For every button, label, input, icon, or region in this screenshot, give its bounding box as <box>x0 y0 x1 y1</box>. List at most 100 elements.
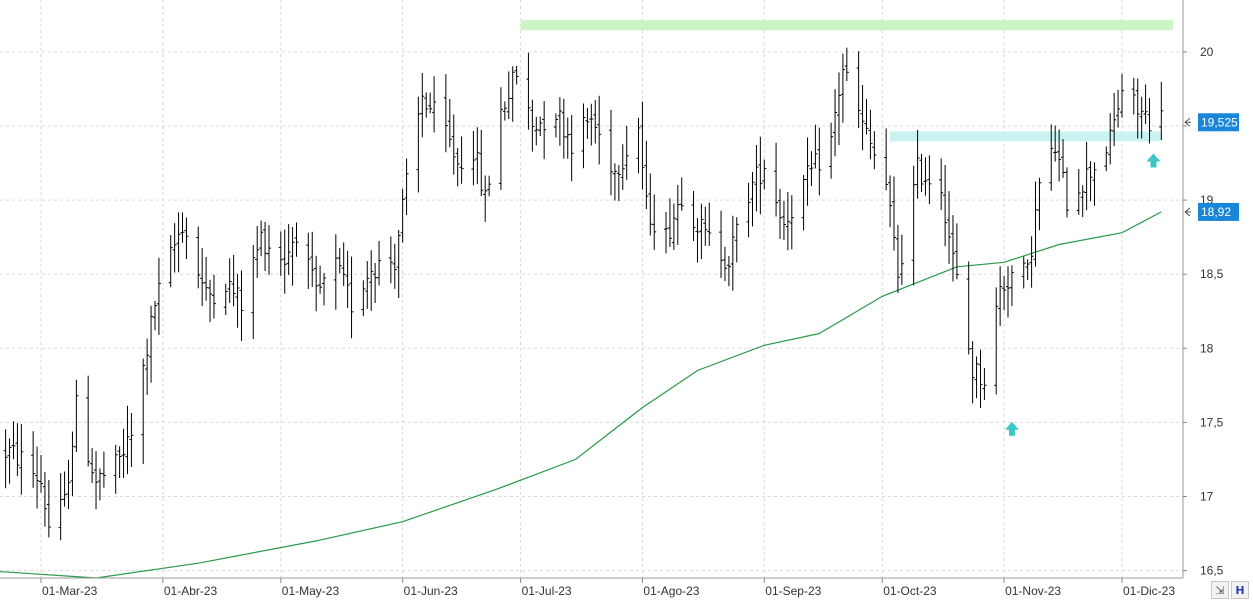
ohlc-bar <box>1104 146 1109 172</box>
ohlc-bar <box>208 279 213 323</box>
ohlc-bar <box>1135 78 1140 139</box>
moving-average <box>0 211 1162 579</box>
ohlc-bar <box>652 194 657 250</box>
ohlc-bar <box>322 272 327 306</box>
ohlc-bar <box>227 258 232 303</box>
ohlc-bar <box>506 71 511 120</box>
y-tick-label: 18 <box>1200 341 1214 355</box>
ohlc-bar <box>534 116 539 146</box>
ohlc-bar <box>117 446 122 479</box>
ohlc-bar <box>471 130 476 186</box>
ohlc-bar <box>542 101 547 160</box>
ohlc-bar <box>278 231 283 276</box>
ohlc-bar <box>211 274 216 319</box>
ohlc-bar <box>695 218 700 263</box>
ohlc-bar <box>1053 125 1058 162</box>
ohlc-bar <box>94 451 99 510</box>
ohlc-bar <box>475 127 480 185</box>
ohlc-bar <box>895 224 900 293</box>
ohlc-bar <box>589 103 594 146</box>
ohlc-bar <box>263 221 268 271</box>
ohlc-bar <box>152 300 157 331</box>
ohlc-bar <box>726 255 731 287</box>
resistance-zone <box>520 20 1174 31</box>
ohlc-bar <box>691 190 696 242</box>
ohlc-bar <box>829 122 834 179</box>
ohlc-bar <box>557 97 562 146</box>
ohlc-bar <box>616 165 621 202</box>
ohlc-bar <box>176 212 181 273</box>
ohlc-bar <box>809 151 814 187</box>
ohlc-bar <box>581 103 586 169</box>
ohlc-bar <box>125 405 130 475</box>
y-tick-label: 18,5 <box>1200 267 1224 281</box>
ohlc-bar <box>915 129 920 199</box>
ohlc-bar <box>675 184 680 245</box>
ohlc-bar <box>396 229 401 299</box>
x-grid <box>40 0 1123 583</box>
ohlc-bar <box>314 255 319 312</box>
ohlc-bar <box>762 159 767 190</box>
ohlc-bar <box>487 175 492 197</box>
ohlc-bar <box>168 234 173 288</box>
ohlc-bar <box>994 287 999 395</box>
ohlc-bar <box>31 431 36 488</box>
ohlc-bar <box>774 142 779 217</box>
ohlc-bar <box>671 203 676 251</box>
ohlc-bar <box>58 473 63 541</box>
zoom-button[interactable]: ⇲ <box>1211 581 1229 599</box>
ohlc-bar <box>840 53 845 123</box>
ohlc-bar <box>943 164 948 247</box>
ohlc-bar <box>341 242 346 287</box>
ohlc-bar <box>3 429 8 489</box>
ohlc-bar <box>306 232 311 290</box>
y-tick-label: 17 <box>1200 489 1214 503</box>
ohlc-bar <box>420 73 425 138</box>
ohlc-bar <box>483 175 488 222</box>
ohlc-bar <box>844 47 849 82</box>
ohlc-bar <box>416 96 421 193</box>
ohlc-bar <box>251 245 256 339</box>
ohlc-bar <box>640 101 645 190</box>
ohlc-bar <box>443 74 448 153</box>
ohlc-bar <box>74 379 79 453</box>
ohlc-bar <box>954 223 959 280</box>
ohlc-bar <box>746 182 751 238</box>
ohlc-bar <box>432 76 437 133</box>
ohlc-bar <box>369 250 374 311</box>
price-badge-label: 18,92 <box>1201 205 1231 219</box>
ohlc-bar <box>805 137 810 206</box>
price-badges: 19,525 18,92 <box>1184 113 1239 221</box>
ohlc-bar <box>1139 96 1144 139</box>
ohlc-bar <box>1033 181 1038 267</box>
price-badge <box>1198 202 1239 221</box>
ohlc-bar <box>1009 265 1014 307</box>
ohlc-bar <box>750 172 755 227</box>
x-tick-label: 01-Dic-23 <box>1123 584 1175 598</box>
resistance-zone <box>890 131 1162 142</box>
ohlc-bar <box>318 265 323 294</box>
ohlc-bar <box>294 222 299 257</box>
ohlc-bar <box>1084 141 1089 211</box>
ohlc-bar <box>282 229 287 294</box>
ohlc-bar <box>620 144 625 190</box>
ohlc-bar <box>778 188 783 239</box>
ohlc-bar <box>998 266 1003 326</box>
ohlc-bar <box>872 131 877 170</box>
ohlc-bar <box>719 210 724 278</box>
ohlc-bar <box>141 358 146 465</box>
ohlc-bar <box>290 227 295 286</box>
y-tick-label: 20 <box>1200 45 1214 59</box>
ohlc-bar <box>455 148 460 187</box>
save-button[interactable]: H <box>1231 581 1249 599</box>
price-badge <box>1198 113 1239 132</box>
ohlc-bar <box>1120 73 1124 118</box>
ohlc-bar <box>404 158 409 216</box>
ohlc-bar <box>978 349 983 408</box>
ohlc-bar <box>113 444 118 494</box>
ohlc-bar <box>553 113 558 138</box>
ohlc-bar <box>196 226 201 289</box>
ohlc-bar <box>703 206 708 246</box>
ohlc-bar <box>966 261 971 355</box>
